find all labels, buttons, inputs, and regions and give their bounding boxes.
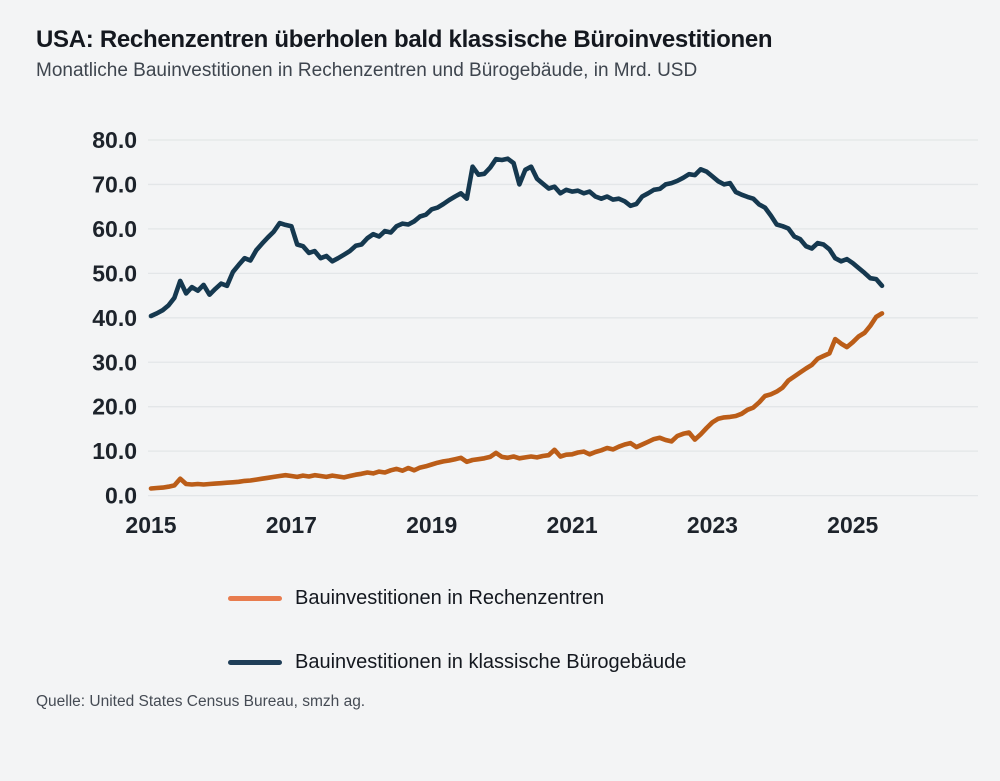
legend-label: Bauinvestitionen in Rechenzentren	[295, 586, 605, 609]
chart-canvas: 0.0 10.0 20.0 30.0 40.0 50.0 60.0 70.0 80.0 2015 2…	[92, 127, 978, 538]
source-note: Quelle: United States Census Bureau, smz…	[36, 693, 366, 710]
y-axis-tick-label: 20.0	[92, 394, 137, 420]
chart-legend: Bauinvestitionen in Rechenzentren Bauinv…	[228, 586, 686, 714]
series-line-rechenzentren	[148, 311, 885, 491]
y-axis-tick-label: 80.0	[92, 127, 137, 153]
x-axis-tick-label: 2019	[406, 512, 457, 538]
y-axis-tick-label: 60.0	[92, 216, 137, 242]
x-axis-tick-label: 2017	[266, 512, 317, 538]
x-axis-tick-label: 2015	[125, 512, 176, 538]
page-subtitle: Monatliche Bauinvestitionen in Rechenzen…	[36, 60, 698, 81]
x-axis-tick-label: 2021	[546, 512, 597, 538]
y-axis-tick-label: 70.0	[92, 171, 137, 197]
y-axis-tick-label: 10.0	[92, 438, 137, 464]
y-axis-tick-label: 40.0	[92, 305, 137, 331]
legend-item-buerogebaeude: Bauinvestitionen in klassische Bürogebäu…	[228, 650, 686, 674]
legend-item-rechenzentren: Bauinvestitionen in Rechenzentren	[228, 586, 686, 610]
legend-label: Bauinvestitionen in klassische Bürogebäu…	[295, 650, 687, 673]
page-title: USA: Rechenzentren überholen bald klassi…	[36, 26, 773, 53]
y-axis-tick-label: 30.0	[92, 349, 137, 375]
series-line-buerogebaeude	[148, 156, 885, 319]
x-axis-tick-label: 2025	[827, 512, 878, 538]
y-axis-tick-label: 50.0	[92, 260, 137, 286]
x-axis-tick-label: 2023	[687, 512, 738, 538]
legend-swatch	[228, 595, 282, 601]
y-axis-tick-label: 0.0	[105, 483, 137, 509]
legend-swatch	[228, 659, 282, 665]
